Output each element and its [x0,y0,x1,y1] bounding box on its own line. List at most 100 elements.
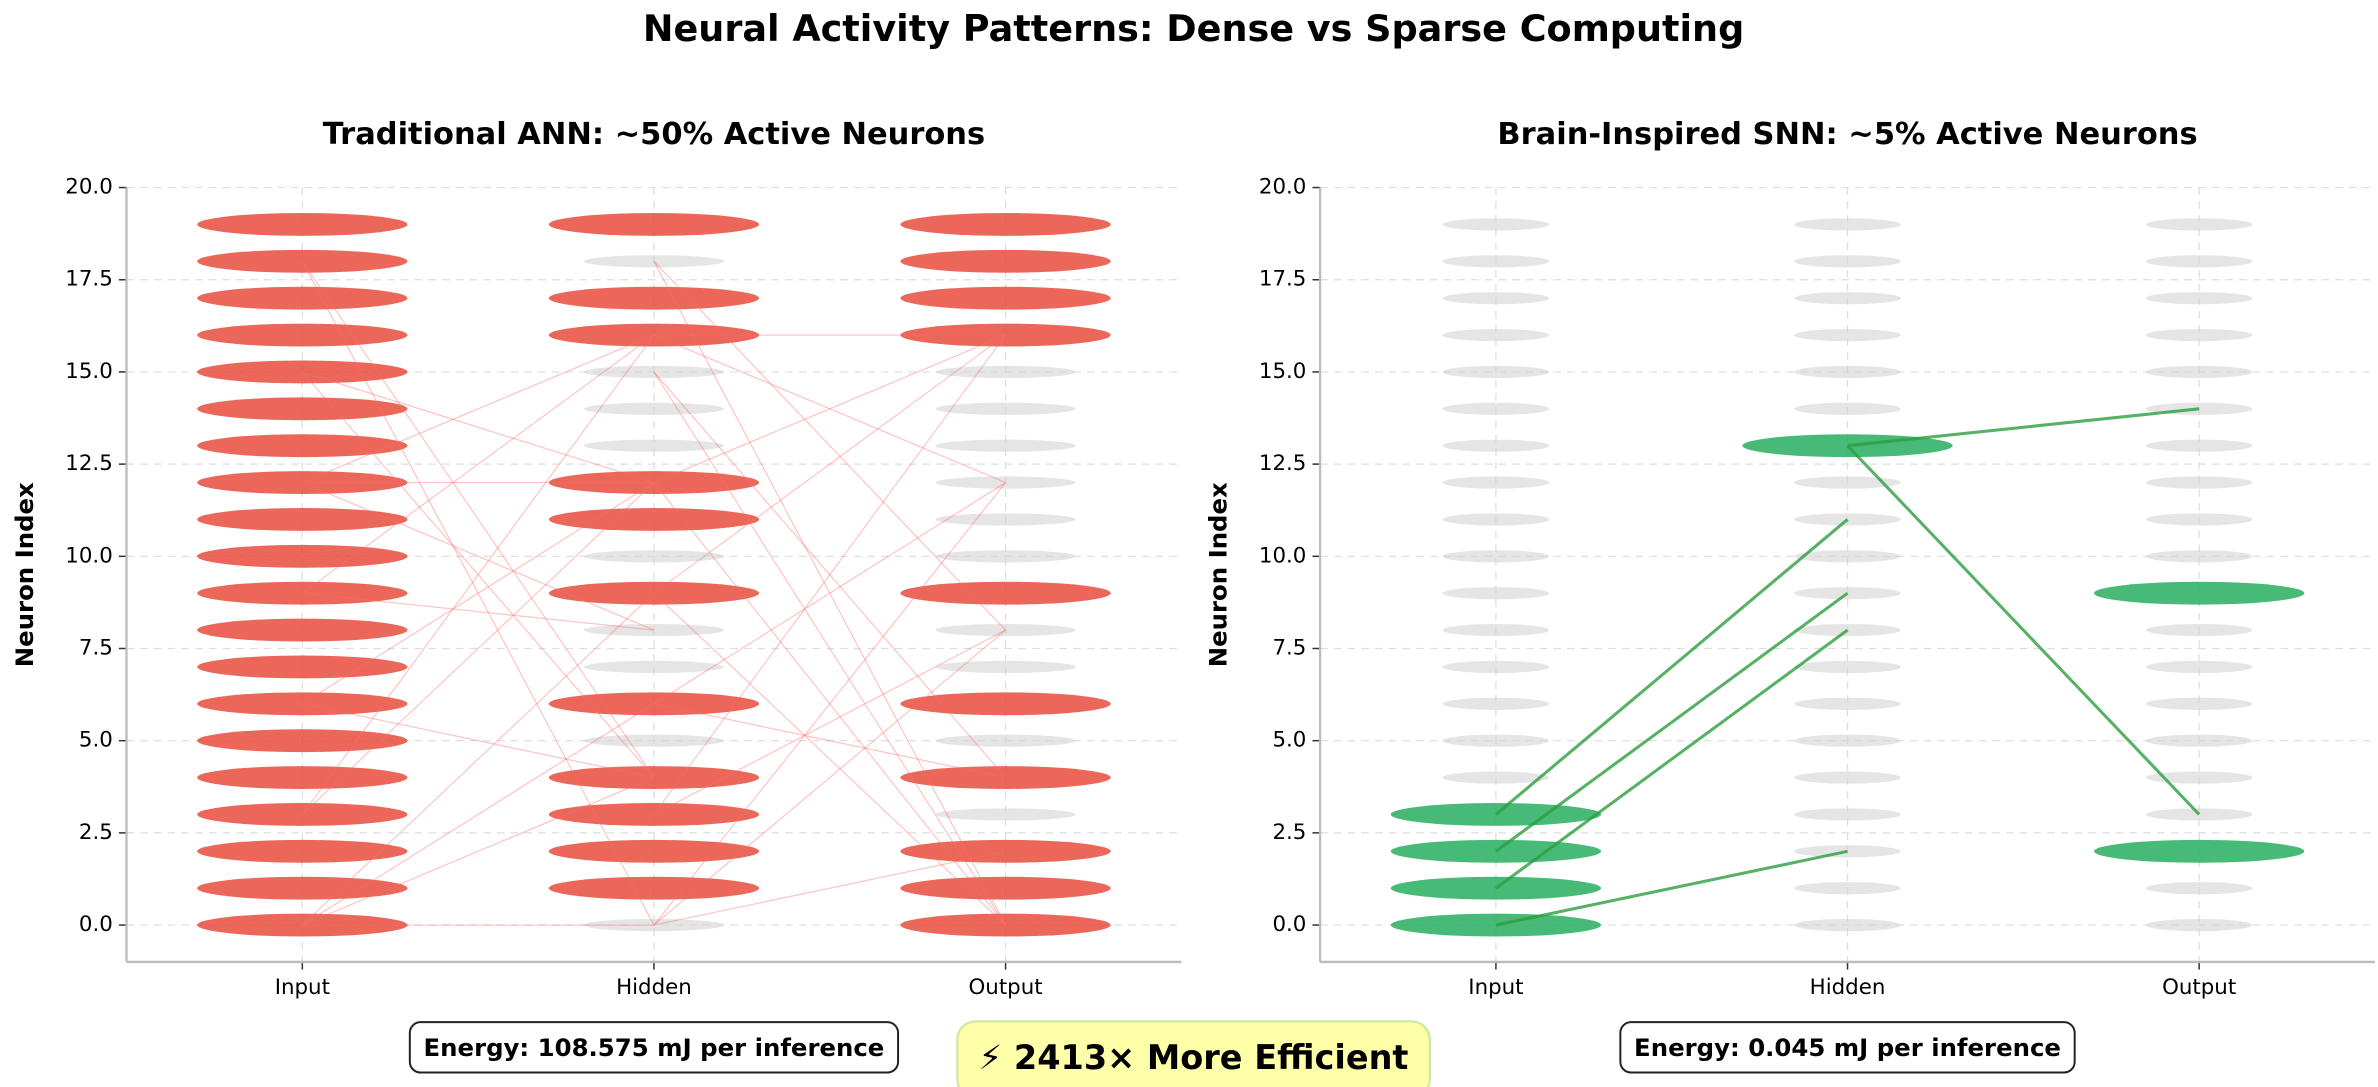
inactive-neuron [1442,292,1550,305]
active-neuron [548,876,760,900]
chart-title: Traditional ANN: ~50% Active Neurons [323,117,985,152]
active-neuron [548,803,760,826]
connection [653,371,1007,778]
inactive-neuron [1794,402,1901,415]
inactive-neuron [935,808,1076,821]
inactive-neuron [2145,328,2253,342]
inactive-neuron [2145,218,2253,231]
active-neuron [2093,581,2305,605]
connection [653,629,1006,815]
connection [1494,518,1849,816]
connection [301,482,655,815]
active-neuron [900,876,1111,900]
connection [653,334,1006,484]
inactive-neuron [583,734,725,747]
active-neuron [548,692,760,716]
active-neuron [900,213,1111,236]
active-neuron [197,655,408,679]
y-tick-label: 20.0 [1259,175,1307,200]
inactive-neuron [1442,439,1550,452]
active-neuron [900,692,1111,716]
inactive-neuron [583,365,725,379]
inactive-neuron [2145,734,2253,747]
active-neuron [197,213,408,236]
inactive-neuron [1794,808,1901,821]
active-neuron [197,286,408,310]
connection [301,334,655,594]
chart-title: Brain-Inspired SNN: ~5% Active Neurons [1497,117,2197,152]
inactive-neuron [935,513,1076,526]
inactive-neuron [2145,882,2253,895]
active-neuron [197,618,408,642]
connection [653,482,1007,926]
inactive-neuron [2145,292,2253,305]
active-neuron [900,913,1111,937]
inactive-neuron [1794,513,1901,526]
connection [653,850,1006,926]
inactive-neuron [1442,697,1550,710]
y-axis-label: Neuron Index [10,482,39,667]
inactive-neuron [583,623,725,637]
inactive-neuron [2145,623,2253,637]
active-neuron [548,581,760,605]
connection [1495,849,1848,927]
figure-title: Neural Activity Patterns: Dense vs Spars… [643,7,1744,50]
active-neuron [197,360,408,384]
inactive-neuron [1442,328,1550,342]
connection [1847,407,2200,448]
active-neuron [548,213,760,236]
active-neuron [548,471,760,494]
active-neuron [197,471,408,494]
badge-box [956,1020,1431,1087]
active-neuron [548,766,760,789]
connection [653,482,1006,705]
inactive-neuron [1442,550,1550,563]
inactive-neuron [2145,697,2253,710]
active-neuron [197,803,408,826]
y-tick-label: 17.5 [1259,267,1307,292]
active-neuron [900,766,1111,789]
x-tick-label: Hidden [616,975,692,1000]
x-tick-label: Output [2162,975,2236,1000]
inactive-neuron [935,365,1076,379]
connection [653,334,1006,594]
y-tick-label: 5.0 [1272,728,1306,753]
inactive-neuron [583,255,725,268]
inactive-neuron [935,439,1076,452]
inactive-neuron [1794,550,1901,563]
active-neuron [548,839,760,863]
active-neuron [2093,839,2305,863]
active-neuron [197,323,408,347]
y-tick-label: 15.0 [1259,359,1307,384]
inactive-neuron [583,660,725,674]
active-neuron [900,839,1111,863]
connection [302,703,655,779]
inactive-neuron [1442,587,1550,600]
y-tick-label: 12.5 [1259,451,1307,476]
active-neuron [900,249,1111,273]
connection [653,592,1006,926]
x-tick-label: Input [275,975,330,1000]
inactive-neuron [1794,365,1901,379]
inactive-neuron [935,734,1076,747]
y-tick-label: 12.5 [65,451,113,476]
connection [301,592,655,926]
inactive-neuron [2145,660,2253,674]
annotation-box [408,1021,900,1074]
inactive-neuron [1794,660,1901,674]
inactive-neuron [2145,365,2253,379]
y-tick-label: 10.0 [1259,543,1307,568]
inactive-neuron [2145,513,2253,526]
inactive-neuron [2145,476,2253,489]
connection [301,260,655,778]
y-tick-label: 7.5 [79,635,113,660]
connection [301,334,655,815]
active-neuron [548,323,760,347]
active-neuron [197,434,408,458]
active-neuron [197,692,408,716]
y-tick-label: 0.0 [79,912,113,937]
y-tick-label: 15.0 [65,359,113,384]
inactive-neuron [583,918,725,932]
